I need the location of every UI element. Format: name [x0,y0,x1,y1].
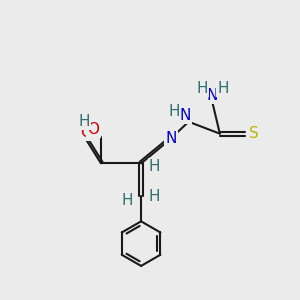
Text: N: N [180,108,191,123]
Text: H: H [79,114,90,129]
Text: H: H [217,81,229,96]
Text: H: H [149,159,160,174]
Text: O: O [80,125,92,140]
Text: N: N [165,130,176,146]
Text: H: H [149,189,160,204]
Text: O: O [88,122,100,137]
Text: H: H [196,81,208,96]
Text: H: H [122,193,134,208]
Text: S: S [249,126,258,141]
Text: H: H [168,104,179,119]
Text: N: N [207,88,218,104]
